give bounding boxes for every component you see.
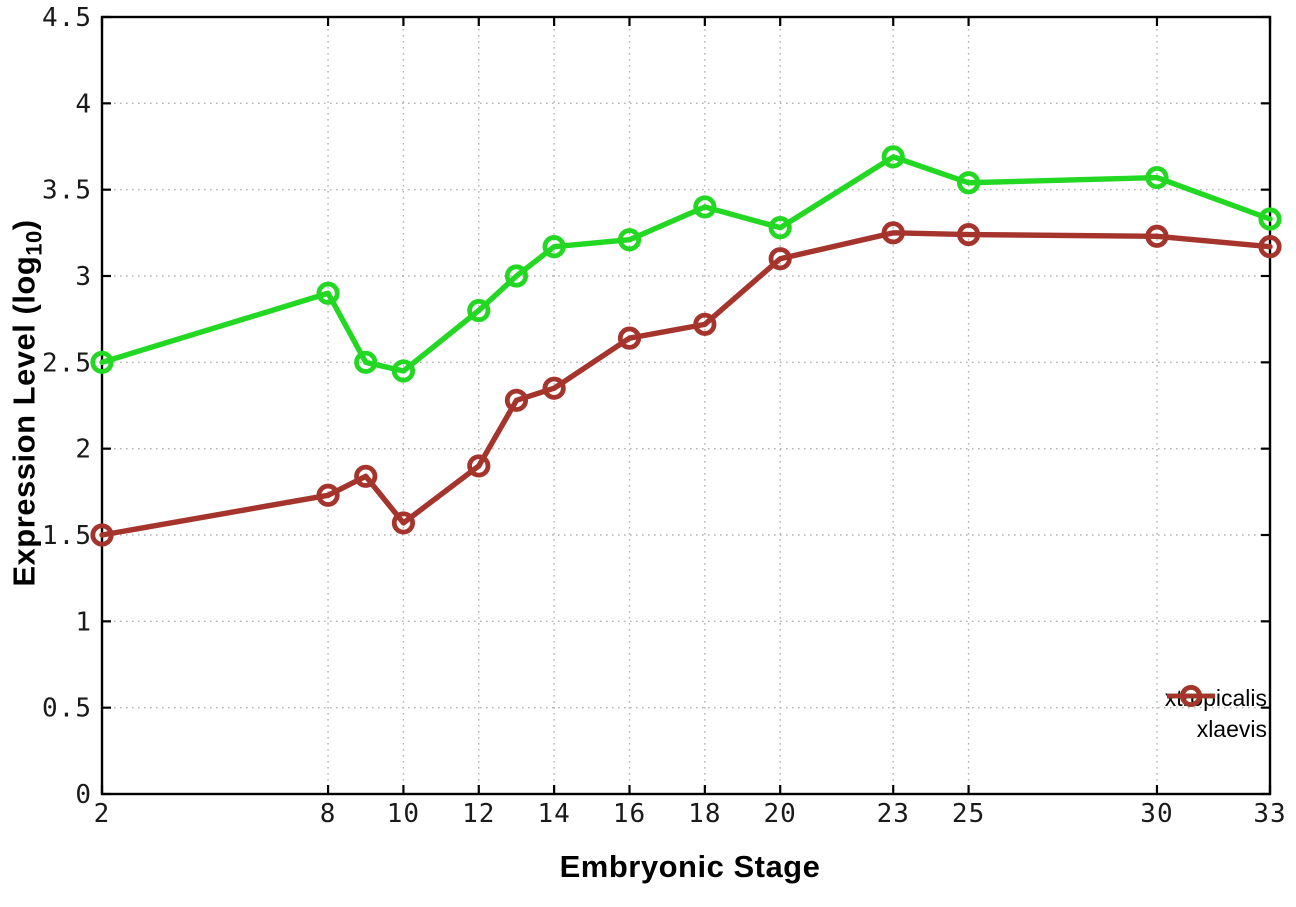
x-tick-label: 8 [320,799,337,829]
x-tick-label: 18 [688,799,721,829]
y-tick-label: 1 [75,607,92,637]
x-tick-label: 23 [877,799,910,829]
legend: xtropicalis xlaevis [1165,683,1267,745]
legend-label-xlaevis: xlaevis [1196,716,1267,742]
data-point-xtropicalis [956,171,981,195]
data-point-xtropicalis [467,298,491,323]
data-point-xtropicalis [354,350,378,374]
data-point-xtropicalis [542,235,566,259]
data-point-xlaevis [90,523,114,547]
series-line-xlaevis [99,230,1273,538]
x-tick-label: 10 [387,799,420,829]
y-tick-label: 1.5 [42,521,92,551]
data-point-xtropicalis [391,359,416,383]
x-tick-label: 25 [952,799,985,829]
y-tick-label: 3.5 [42,176,92,206]
data-point-xlaevis [1145,224,1169,248]
legend-item-xlaevis: xlaevis [1165,684,1267,745]
x-tick-label: 12 [462,799,495,829]
data-point-xlaevis [504,388,529,412]
data-point-xtropicalis [90,350,114,374]
data-point-xlaevis [1258,235,1282,259]
y-tick-label: 2.5 [42,348,92,378]
data-point-xlaevis [391,511,416,535]
data-point-xtropicalis [316,281,340,305]
y-tick-label: 3 [75,262,92,292]
x-tick-label: 2 [94,799,111,829]
y-tick-label: 4 [75,89,92,119]
y-axis-title: Expression Level (log10) [6,219,47,586]
data-point-xtropicalis [693,195,717,219]
series-line-xtropicalis [99,154,1273,374]
y-axis-title-subscript: 10 [21,230,47,256]
data-point-xlaevis [354,464,378,488]
data-point-xtropicalis [1258,207,1282,231]
data-point-xlaevis [542,376,566,400]
data-point-xlaevis [467,454,491,478]
x-tick-label: 33 [1253,799,1286,829]
y-axis-title-suffix: ) [6,219,42,231]
open-circle-marker-icon [1166,684,1215,708]
data-point-xlaevis [768,247,792,271]
x-tick-label: 16 [613,799,646,829]
data-point-xtropicalis [504,264,529,288]
data-point-xlaevis [881,221,905,245]
y-tick-label: 4.5 [42,3,92,33]
data-point-xtropicalis [881,145,905,169]
data-point-xtropicalis [617,228,642,252]
data-point-xtropicalis [1145,165,1169,190]
data-point-xtropicalis [768,216,792,240]
y-tick-label: 2 [75,435,92,465]
x-tick-label: 14 [537,799,570,829]
data-point-xlaevis [617,326,642,350]
y-axis-title-text: Expression Level (log [6,255,42,587]
x-tick-label: 20 [764,799,797,829]
data-point-xlaevis [316,483,340,507]
data-point-xlaevis [956,222,981,247]
y-tick-label: 0 [75,780,92,810]
x-axis-title: Embryonic Stage [559,849,821,884]
x-tick-label: 30 [1140,799,1173,829]
data-point-xlaevis [693,312,717,336]
plot-border [100,15,1272,796]
y-tick-label: 0.5 [42,694,92,724]
